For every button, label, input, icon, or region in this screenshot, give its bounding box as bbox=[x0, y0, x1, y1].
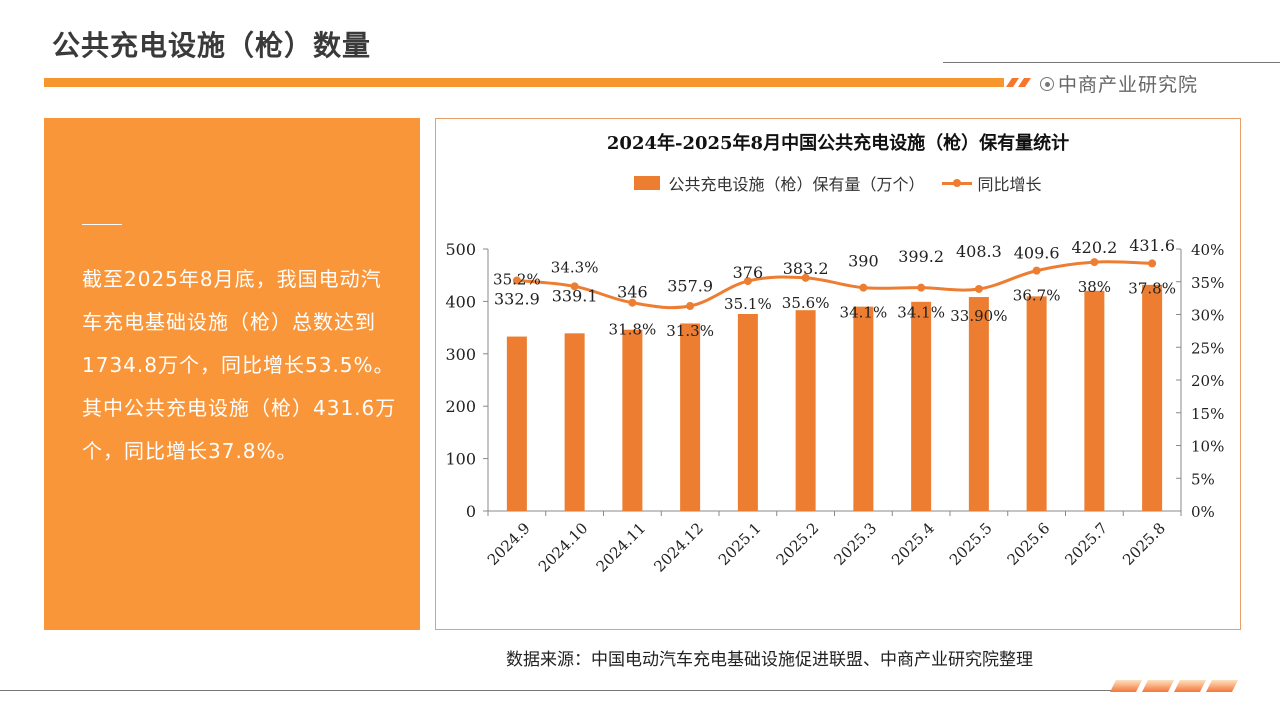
y-right-tick-label: 10% bbox=[1191, 438, 1224, 456]
bar-value-label: 420.2 bbox=[1071, 238, 1117, 257]
summary-rule bbox=[82, 224, 122, 225]
legend-line-label: 同比增长 bbox=[977, 175, 1042, 194]
line-value-label: 31.3% bbox=[666, 322, 714, 340]
x-category-label: 2025.6 bbox=[1004, 519, 1054, 569]
growth-point bbox=[917, 283, 926, 292]
y-left-tick-label: 500 bbox=[445, 240, 476, 259]
line-value-label: 35.1% bbox=[724, 295, 772, 313]
growth-point bbox=[512, 276, 521, 285]
brand-logo: 中商产业研究院 bbox=[1040, 70, 1198, 97]
legend-bar-swatch bbox=[634, 176, 661, 190]
bar bbox=[1084, 290, 1105, 511]
legend-line-swatch bbox=[941, 176, 972, 190]
bar bbox=[853, 306, 874, 511]
x-category-label: 2025.3 bbox=[830, 519, 880, 569]
y-right-tick-label: 40% bbox=[1191, 241, 1224, 259]
bar-value-label: 346 bbox=[617, 283, 648, 302]
bar bbox=[680, 323, 701, 511]
y-right-tick-label: 35% bbox=[1191, 274, 1224, 292]
bar-value-label: 357.9 bbox=[667, 276, 713, 295]
chart-legend: 公共充电设施（枪）保有量（万个） 同比增长 bbox=[436, 171, 1240, 195]
header-accent-bar bbox=[44, 78, 1004, 87]
growth-point bbox=[1148, 259, 1157, 268]
x-category-label: 2024.9 bbox=[484, 519, 534, 569]
bar bbox=[622, 329, 643, 511]
combo-chart: 0 100 200 300 400 500 0% 5% 10% 15% 20% 25% 30% 35% 40… bbox=[445, 236, 1224, 576]
growth-point bbox=[1032, 266, 1041, 275]
y-right-tick-label: 20% bbox=[1191, 372, 1224, 390]
bar bbox=[564, 333, 585, 511]
x-category-label: 2024.12 bbox=[650, 519, 707, 576]
y-left-tick-label: 100 bbox=[445, 450, 476, 469]
summary-panel: 截至2025年8月底，我国电动汽车充电基础设施（枪）总数达到1734.8万个，同… bbox=[44, 118, 420, 630]
line-value-label: 31.8% bbox=[609, 321, 657, 339]
x-category-label: 2025.4 bbox=[888, 519, 938, 569]
page-title: 公共充电设施（枪）数量 bbox=[52, 29, 372, 62]
footer-stripes-decoration bbox=[1110, 680, 1238, 692]
legend-bar-label: 公共充电设施（枪）保有量（万个） bbox=[668, 175, 925, 194]
y-left-tick-label: 0 bbox=[466, 502, 476, 521]
bar-value-label: 390 bbox=[848, 252, 879, 271]
brand-name: 中商产业研究院 bbox=[1058, 74, 1199, 96]
bar bbox=[1142, 284, 1163, 511]
bar bbox=[911, 301, 932, 511]
line-value-label: 34.3% bbox=[551, 258, 599, 276]
y-left-tick-label: 200 bbox=[445, 397, 476, 416]
growth-point bbox=[859, 283, 868, 292]
legend-item-line: 同比增长 bbox=[941, 171, 1042, 195]
bar-value-label: 376 bbox=[733, 263, 764, 282]
line-value-label: 33.90% bbox=[950, 307, 1007, 325]
growth-point bbox=[570, 282, 579, 291]
line-value-label: 34.1% bbox=[840, 304, 888, 322]
bar bbox=[506, 336, 527, 511]
x-category-label: 2025.8 bbox=[1119, 519, 1169, 569]
x-category-label: 2025.1 bbox=[715, 519, 765, 569]
line-value-label: 34.1% bbox=[897, 304, 945, 322]
y-right-tick-label: 30% bbox=[1191, 307, 1224, 325]
x-category-label: 2025.5 bbox=[946, 519, 996, 569]
y-right-tick-label: 25% bbox=[1191, 339, 1224, 357]
line-value-label: 35.2% bbox=[493, 270, 541, 288]
growth-point bbox=[743, 277, 752, 286]
bar bbox=[795, 310, 816, 511]
summary-text: 截至2025年8月底，我国电动汽车充电基础设施（枪）总数达到1734.8万个，同… bbox=[82, 267, 397, 463]
growth-point bbox=[974, 284, 983, 293]
header-divider-line bbox=[943, 62, 1280, 63]
x-category-label: 2024.10 bbox=[535, 519, 592, 576]
line-value-label: 36.7% bbox=[1013, 287, 1061, 305]
y-left-tick-label: 400 bbox=[445, 292, 476, 311]
growth-point bbox=[801, 273, 810, 282]
x-category-label: 2025.7 bbox=[1061, 519, 1111, 569]
footer-divider-line bbox=[0, 690, 1120, 691]
growth-point bbox=[1090, 258, 1099, 267]
y-right-tick-label: 0% bbox=[1191, 503, 1215, 521]
chart-container: 2024年-2025年8月中国公共充电设施（枪）保有量统计 公共充电设施（枪）保… bbox=[435, 118, 1241, 630]
growth-point bbox=[628, 298, 637, 307]
brand-target-icon bbox=[1040, 77, 1054, 91]
bar bbox=[1026, 296, 1047, 511]
legend-item-bar: 公共充电设施（枪）保有量（万个） bbox=[634, 171, 924, 195]
line-value-label: 38% bbox=[1078, 278, 1111, 296]
header-stripes-decoration bbox=[1006, 78, 1031, 87]
bar-value-label: 409.6 bbox=[1014, 243, 1060, 262]
y-left-tick-label: 300 bbox=[445, 345, 476, 364]
bar-value-label: 383.2 bbox=[783, 259, 829, 278]
x-category-label: 2025.2 bbox=[773, 519, 823, 569]
y-right-tick-label: 15% bbox=[1191, 405, 1224, 423]
bar-value-label: 399.2 bbox=[898, 247, 944, 266]
bar-value-label: 431.6 bbox=[1129, 236, 1175, 255]
bar bbox=[968, 297, 989, 511]
growth-point bbox=[686, 301, 695, 310]
line-value-label: 35.6% bbox=[782, 294, 830, 312]
line-value-label: 37.8% bbox=[1128, 279, 1176, 297]
bar bbox=[737, 313, 758, 511]
data-source: 数据来源：中国电动汽车充电基础设施促进联盟、中商产业研究院整理 bbox=[506, 650, 1033, 670]
x-category-label: 2024.11 bbox=[593, 519, 650, 576]
chart-title: 2024年-2025年8月中国公共充电设施（枪）保有量统计 bbox=[606, 133, 1070, 154]
bar-value-label: 332.9 bbox=[494, 290, 540, 309]
y-right-tick-label: 5% bbox=[1191, 470, 1215, 488]
bar-value-label: 339.1 bbox=[552, 286, 598, 305]
bar-value-label: 408.3 bbox=[956, 242, 1002, 261]
